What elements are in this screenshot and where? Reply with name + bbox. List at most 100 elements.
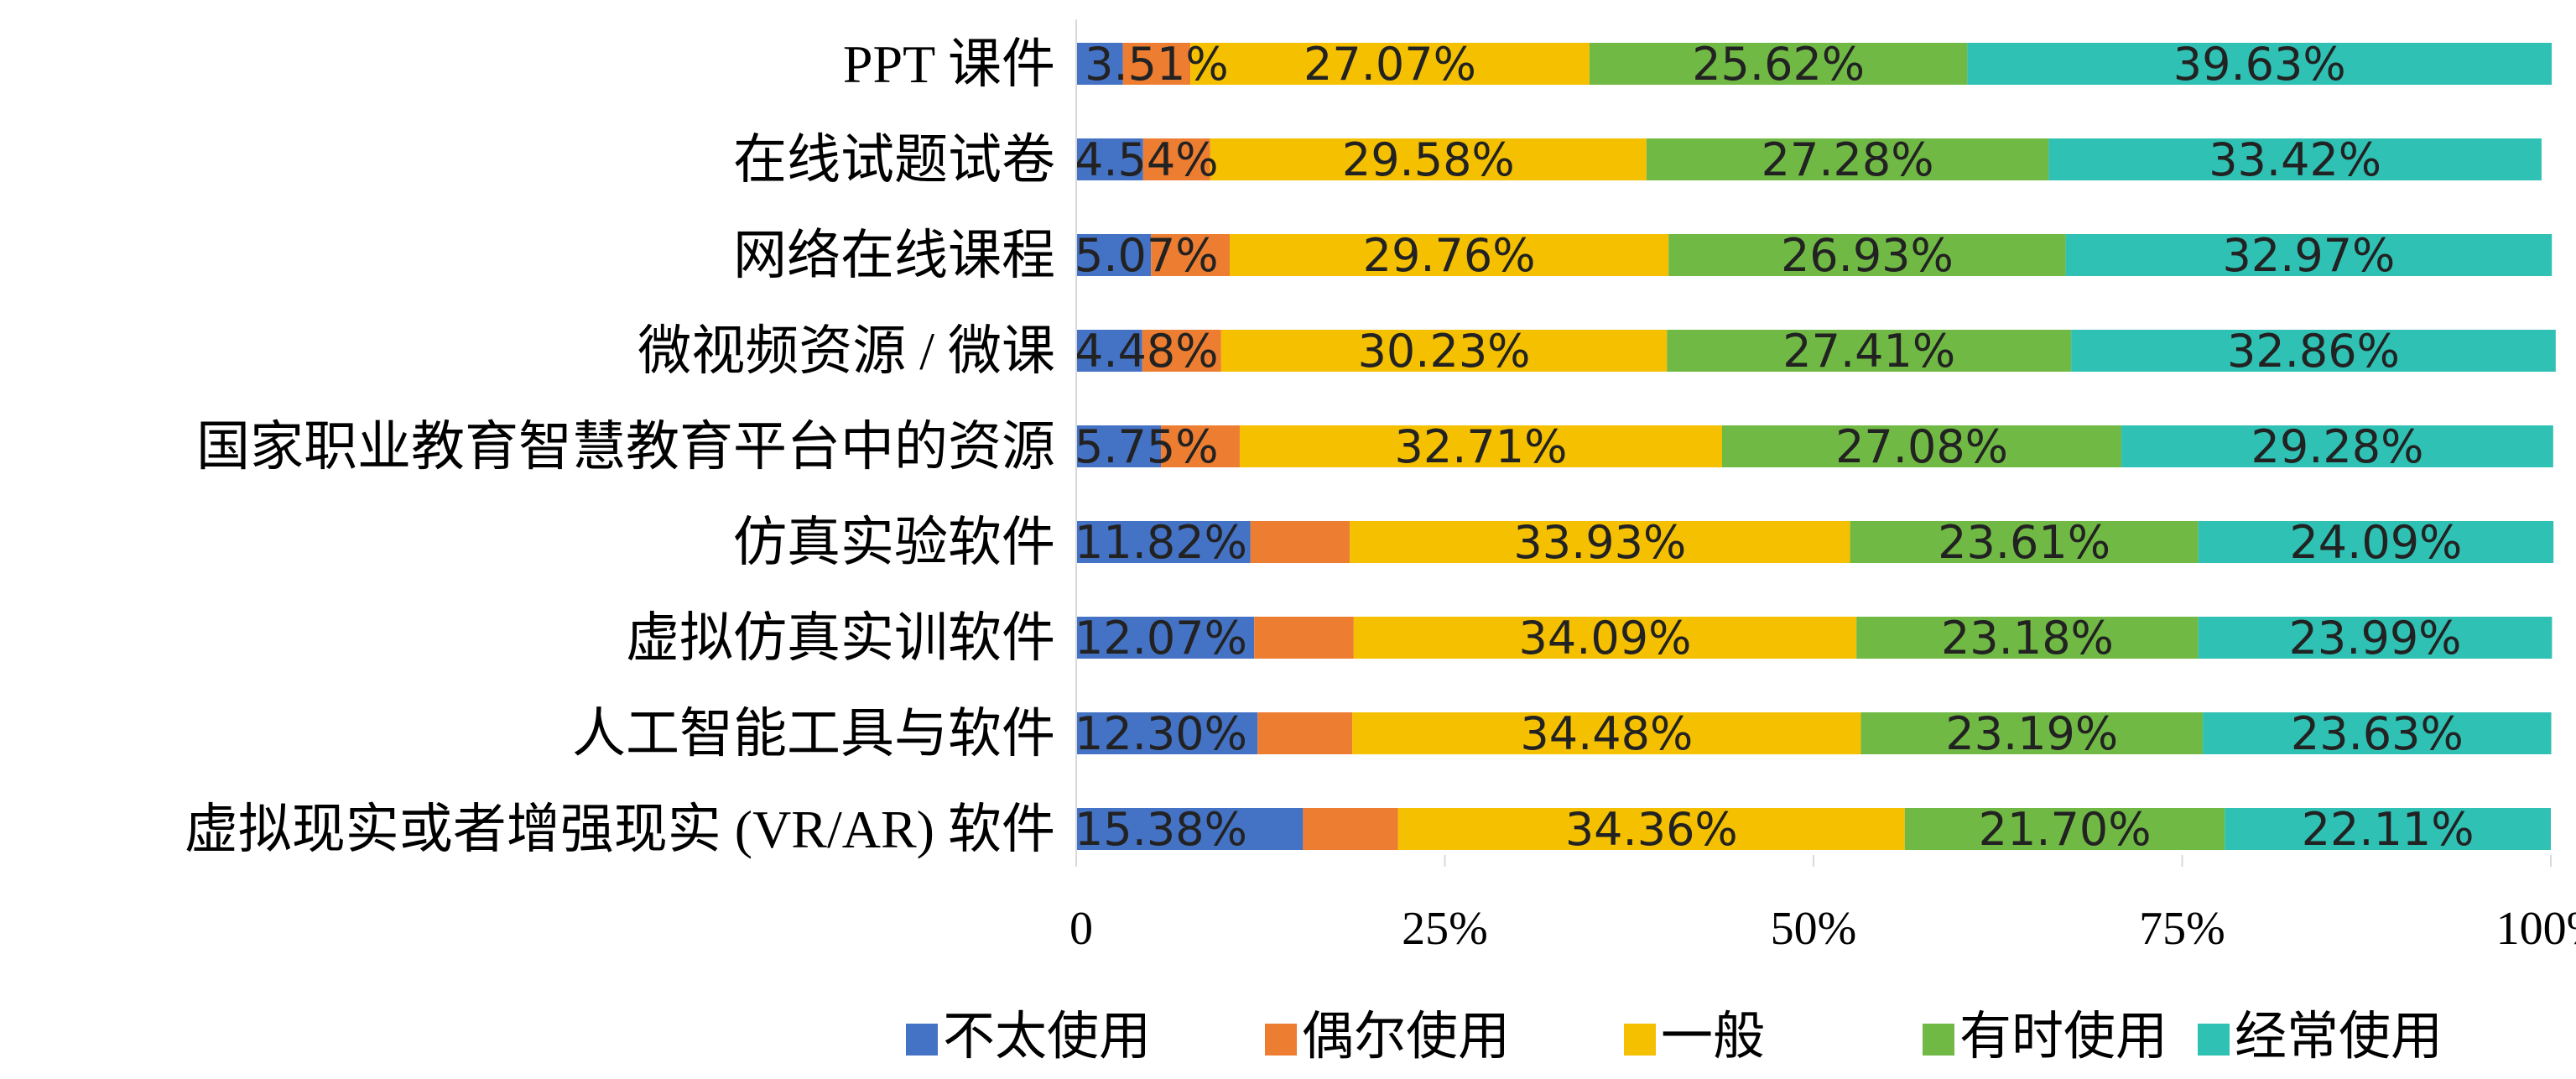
x-tick-label-2: 25% [1402,903,1488,955]
data-label-4-row-9: 21.70% [1979,803,2152,856]
data-label-1-row-2: 4.54% [1075,133,1219,186]
bar-segment-5-row-8 [2203,712,2552,754]
data-label-4-row-5: 27.08% [1835,420,2008,473]
bar-segment-5-row-3 [2065,234,2553,276]
x-axis: 0 25% 50% 75% 100% [1069,19,2576,955]
data-label-5-row-7: 23.99% [2289,612,2462,665]
data-label-3-row-6: 33.93% [1513,516,1686,569]
bars-layer [1076,43,2556,850]
category-label-9: 虚拟现实或者增强现实 (VR/AR) 软件 [185,800,1055,859]
bar-segment-4-row-3 [1668,234,2066,276]
bar-segment-3-row-2 [1210,138,1647,180]
legend-swatch-5 [2198,1024,2230,1056]
bar-segment-2-row-9 [1303,808,1398,850]
legend-swatch-3 [1624,1024,1656,1056]
bar-segment-3-row-8 [1352,712,1861,754]
data-label-5-row-3: 32.97% [2222,229,2395,282]
bar-segment-2-row-6 [1250,521,1350,563]
data-label-5-row-5: 29.28% [2251,420,2423,473]
data-label-3-row-4: 30.23% [1358,325,1531,378]
x-tick-label-1: 0 [1069,903,1093,955]
bar-segment-3-row-5 [1239,425,1723,467]
bar-segment-1-row-3 [1076,234,1152,276]
data-label-4-row-7: 23.18% [1941,612,2114,665]
bar-segment-3-row-1 [1190,43,1590,85]
category-label-4: 微视频资源 / 微课 [637,321,1055,381]
data-label-4-row-1: 25.62% [1692,38,1865,91]
data-label-1-row-6: 11.82% [1075,516,1247,569]
data-label-5-row-1: 39.63% [2173,38,2346,91]
data-label-3-row-5: 32.71% [1395,420,1568,473]
bar-segment-1-row-4 [1076,330,1142,372]
bar-segment-1-row-9 [1076,808,1304,850]
legend-swatch-2 [1265,1024,1297,1056]
bar-segment-1-row-7 [1076,617,1255,659]
data-label-1-row-5: 5.75% [1075,420,1219,473]
legend-label-1: 不太使用 [943,1009,1151,1066]
bar-segment-3-row-6 [1350,521,1850,563]
data-label-3-row-3: 29.76% [1363,229,1536,282]
data-label-3-row-9: 34.36% [1565,803,1738,856]
category-label-6: 仿真实验软件 [733,513,1055,572]
legend-swatch-1 [906,1024,938,1056]
data-label-3-row-2: 29.58% [1342,133,1515,186]
bar-segment-1-row-2 [1076,138,1143,180]
data-label-4-row-6: 23.61% [1938,516,2110,569]
x-tick-label-4: 75% [2139,903,2225,955]
data-label-4-row-8: 23.19% [1945,707,2118,760]
category-label-8: 人工智能工具与软件 [572,704,1055,764]
legend-label-5: 经常使用 [2235,1009,2443,1066]
category-label-7: 虚拟仿真实训软件 [626,608,1055,668]
bar-segment-2-row-1 [1122,43,1191,85]
bar-segment-5-row-7 [2198,617,2553,659]
category-label-5: 国家职业教育智慧教育平台中的资源 [196,417,1055,477]
bar-segment-4-row-4 [1667,330,2072,372]
data-labels-layer: 3.51% 27.07% 25.62% 39.63% 4.54% 29.58% 27.28%… [1075,38,2475,856]
data-label-3-row-1: 27.07% [1304,38,1476,91]
data-label-5-row-2: 33.42% [2209,133,2381,186]
bar-segment-3-row-9 [1397,808,1905,850]
legend-label-3: 一般 [1661,1009,1765,1066]
data-label-5-row-4: 32.86% [2227,325,2400,378]
x-tick-label-3: 50% [1771,903,1857,955]
bar-segment-2-row-5 [1161,425,1240,467]
bar-segment-4-row-2 [1646,138,2049,180]
legend-label-2: 偶尔使用 [1302,1009,1510,1066]
bar-segment-4-row-5 [1722,425,2122,467]
category-label-2: 在线试题试卷 [733,130,1055,190]
bar-segment-2-row-3 [1151,234,1231,276]
bar-segment-4-row-7 [1856,617,2199,659]
bar-segment-1-row-1 [1076,43,1123,85]
data-label-5-row-9: 22.11% [2302,803,2475,856]
bar-segment-1-row-8 [1076,712,1258,754]
bar-segment-5-row-2 [2048,138,2542,180]
bar-segment-4-row-6 [1850,521,2199,563]
data-label-4-row-3: 26.93% [1781,229,1954,282]
bar-segment-2-row-7 [1254,617,1354,659]
bar-segment-3-row-7 [1353,617,1857,659]
bar-segment-5-row-6 [2198,521,2554,563]
category-label-1: PPT 课件 [843,34,1055,94]
bar-segment-4-row-9 [1904,808,2225,850]
bar-segment-5-row-5 [2121,425,2553,467]
data-label-4-row-2: 27.28% [1762,133,1934,186]
bar-segment-2-row-2 [1142,138,1210,180]
legend: 不太使用 偶尔使用 一般 有时使用 经常使用 [906,1009,2443,1066]
category-label-3: 网络在线课程 [733,226,1055,285]
bar-segment-1-row-5 [1076,425,1162,467]
data-label-1-row-3: 5.07% [1075,229,1219,282]
bar-segment-2-row-4 [1142,330,1221,372]
data-label-1-row-4: 4.48% [1075,325,1219,378]
data-label-3-row-7: 34.09% [1519,612,1692,665]
legend-label-4: 有时使用 [1959,1009,2167,1066]
bar-segment-5-row-9 [2225,808,2551,850]
legend-swatch-4 [1923,1024,1954,1056]
data-label-4-row-4: 27.41% [1782,325,1955,378]
data-label-3-row-8: 34.48% [1520,707,1693,760]
bar-segment-2-row-8 [1257,712,1353,754]
data-label-2-row-1: 3.51% [1085,38,1229,91]
data-label-5-row-8: 23.63% [2291,707,2464,760]
bar-segment-3-row-3 [1230,234,1669,276]
